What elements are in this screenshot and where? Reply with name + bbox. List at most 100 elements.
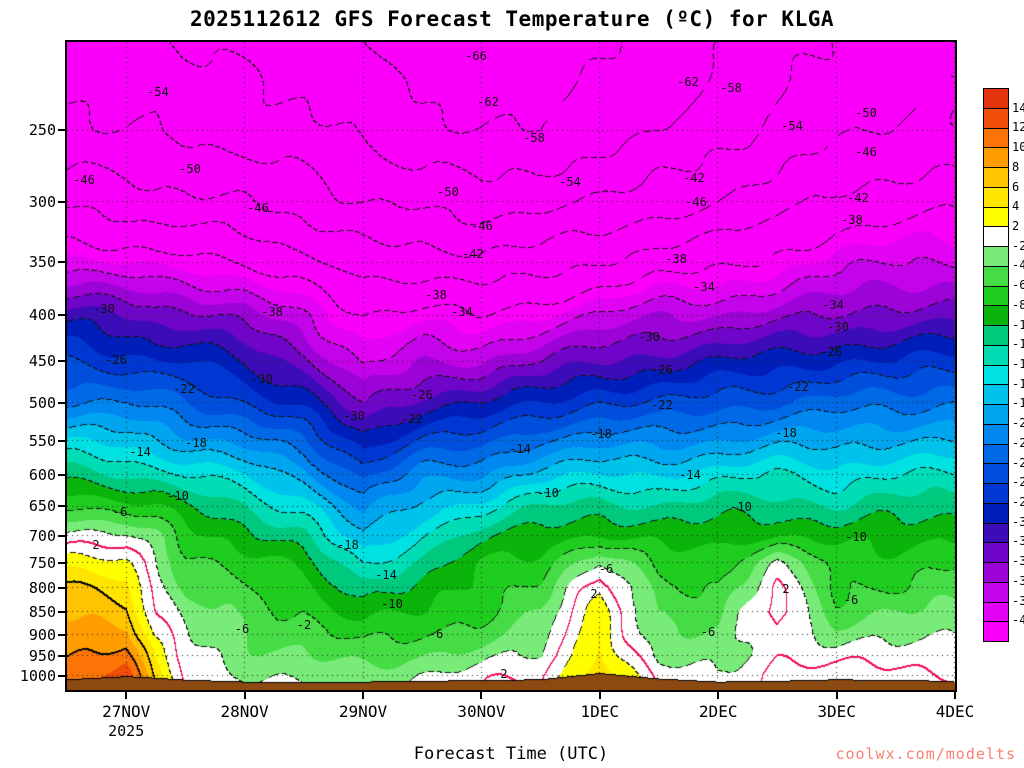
x-axis-tick-label: 28NOV [220,702,269,721]
contour-label: -54 [559,175,581,189]
contour-label: 2 [590,587,598,601]
colorbar-box [984,127,1008,148]
contour-label: -10 [537,486,559,500]
contour-label: -22 [787,380,809,394]
colorbar-box [984,621,1008,641]
contour-label: -42 [847,191,869,205]
contour-label: -6 [843,593,859,607]
colorbar-box [984,89,1008,108]
colorbar-box [984,581,1008,602]
colorbar-box [984,325,1008,345]
colorbar-tick-label: 14 [1012,100,1024,115]
colorbar-tick-label: -34 [1012,554,1024,569]
contour-label: -30 [638,330,660,344]
y-axis-tick [58,314,66,317]
contour-label: -22 [173,382,195,396]
contour-label: -46 [685,195,707,209]
contour-label: -6 [700,625,716,639]
y-axis-tick-label: 500 [28,393,56,412]
contour-label: -42 [683,171,705,185]
x-axis-tick-label: 27NOV [102,702,151,721]
colorbar-box [984,384,1008,404]
x-axis-tick-label: 2DEC [698,702,738,721]
x-axis-tick-label: 30NOV [457,702,506,721]
y-axis-tick-label: 1000 [19,667,56,686]
colorbar-tick-label: -36 [1012,573,1024,588]
contour-label: -14 [509,442,531,456]
contour-label: -18 [337,538,359,552]
colorbar-box [984,404,1008,424]
contour-label: -6 [112,505,128,519]
x-axis-tick [243,692,246,699]
colorbar-box [984,147,1008,167]
contour-label: -46 [855,145,877,159]
contour-label: 2 [500,667,508,681]
x-axis-tick-label: 3DEC [817,702,856,721]
colorbar-tick-label: -28 [1012,495,1024,509]
colorbar-box [984,423,1008,444]
contour-label: -26 [105,353,127,367]
chart-title: 2025112612 GFS Forecast Temperature (ºC)… [189,7,834,31]
contour-label: -6 [428,627,444,641]
colorbar-tick-label: -14 [1012,357,1024,371]
colorbar-tick-label: 6 [1012,179,1020,194]
x-axis-tick [954,692,956,699]
contour-label: -30 [827,320,849,334]
contour-label: -14 [679,468,701,482]
colorbar-tick-label: -18 [1012,396,1024,411]
y-axis-tick [58,360,66,363]
y-axis-tick-label: 650 [28,497,56,516]
contour-label: -2 [296,618,312,632]
y-axis-tick [58,587,66,590]
x-axis-tick-label: 1DEC [580,702,620,721]
x-axis-tick [598,692,601,699]
y-axis-tick-label: 900 [28,625,56,644]
y-axis-tick [58,401,66,404]
y-axis-tick-label: 750 [28,553,56,572]
contour-label: -50 [179,162,201,176]
contour-label: -22 [401,412,423,426]
contour-label: -46 [471,219,493,233]
colorbar-tick-label: -10 [1012,317,1024,332]
colorbar-box [984,206,1008,227]
colorbar-tick-label: -40 [1012,613,1024,628]
colorbar-tick-label: 4 [1012,199,1020,214]
contour-label: -18 [775,426,797,440]
colorbar-tick-label: 2 [1012,219,1020,233]
colorbar-box [984,463,1008,483]
y-axis-tick-label: 550 [28,431,56,450]
colorbar-tick-label: -30 [1012,514,1024,529]
colorbar-box [984,601,1008,622]
contour-label: -10 [167,489,189,503]
contour-label: 2 [782,582,790,596]
contour-label: -38 [841,213,863,227]
contour-label: -6 [234,622,250,636]
contour-label: -30 [343,409,365,423]
contour-label: -30 [251,372,273,386]
contour-label: -18 [590,427,612,441]
colorbar-tick-label: 10 [1012,140,1024,155]
y-axis-tick [58,675,66,678]
contour-label: -26 [820,345,842,359]
y-axis-tick [58,261,66,264]
y-axis-tick-label: 850 [28,603,56,622]
y-axis-tick [58,534,66,537]
y-axis-tick [58,439,66,442]
contour-label: -10 [730,500,752,514]
colorbar-tick-label: 8 [1012,159,1020,174]
x-axis-tick [125,692,128,699]
colorbar-tick-label: -38 [1012,593,1024,608]
contour-label: -46 [247,201,269,215]
contour-label: -26 [651,363,673,377]
colorbar-tick-label: -22 [1012,435,1024,450]
colorbar-box [984,305,1008,325]
colorbar-tick-label: 12 [1012,120,1024,135]
y-axis-tick-label: 950 [28,646,56,665]
contour-label: -30 [93,302,115,316]
contour-label: -34 [822,298,844,312]
y-axis-tick-label: 300 [28,192,56,211]
colorbar-tick-label: -12 [1012,337,1024,352]
contour-label: 2 [92,538,100,552]
contour-label: -50 [437,185,459,199]
colorbar-tick-label: -16 [1012,376,1024,391]
